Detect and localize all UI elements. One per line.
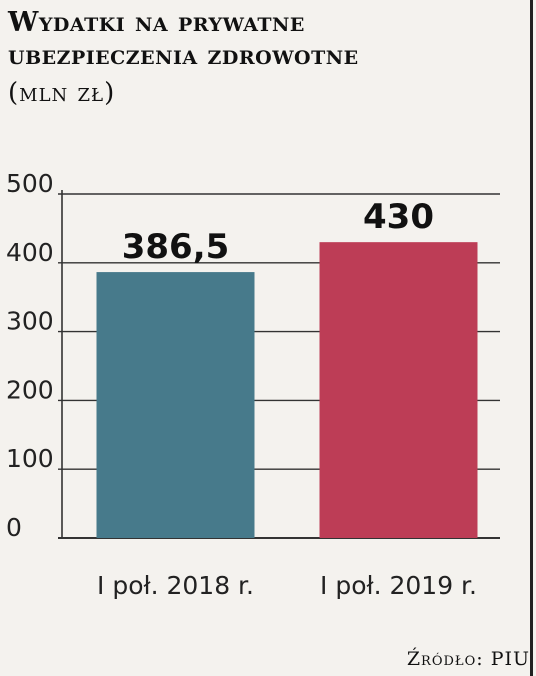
source-note: Źródło: PIU: [406, 648, 530, 670]
y-tick-label: 400: [6, 238, 54, 267]
x-tick-label: I poł. 2019 r.: [320, 571, 477, 600]
chart-subtitle: (mln zł): [8, 78, 116, 108]
y-tick-label: 500: [6, 169, 54, 198]
bar: [319, 242, 478, 538]
bar: [96, 272, 255, 538]
chart-title: Wydatki na prywatne ubezpieczenia zdrowo…: [8, 6, 528, 72]
y-tick-label: 0: [6, 513, 22, 542]
x-tick-label: I poł. 2018 r.: [97, 571, 254, 600]
data-label: 430: [363, 197, 434, 237]
y-tick-label: 300: [6, 307, 54, 336]
y-tick-label: 200: [6, 375, 54, 404]
chart-title-line-2: ubezpieczenia zdrowotne: [8, 40, 359, 71]
data-label: 386,5: [122, 227, 230, 267]
y-tick-label: 100: [6, 444, 54, 473]
chart-title-line-1: Wydatki na prywatne: [8, 7, 305, 38]
